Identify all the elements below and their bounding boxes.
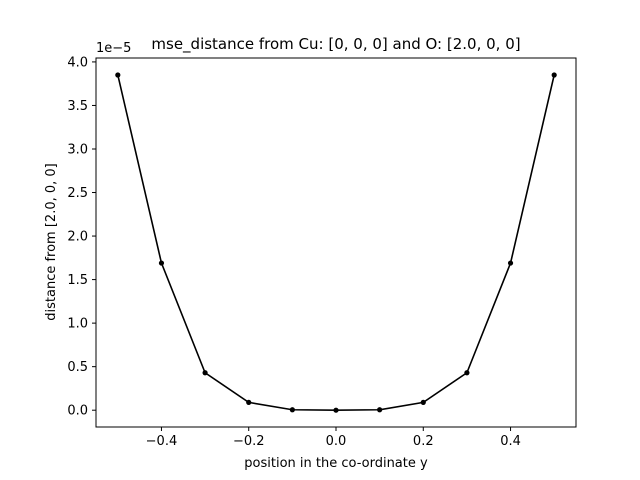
data-point (420, 399, 426, 405)
y-tick-label: 2.0 (67, 230, 88, 245)
data-point (246, 399, 252, 405)
y-tick-label: 4.0 (67, 55, 88, 70)
x-tick-label: 0.4 (500, 434, 521, 449)
y-offset-text: 1e−5 (96, 41, 131, 56)
data-point (202, 370, 208, 376)
x-axis-label: position in the co-ordinate y (244, 456, 428, 471)
data-point (333, 407, 339, 413)
x-tick-label: 0.0 (326, 434, 347, 449)
y-axis-label: distance from [2.0, 0, 0] (44, 163, 59, 321)
data-point (464, 370, 470, 376)
chart-title: mse_distance from Cu: [0, 0, 0] and O: [… (151, 35, 520, 54)
data-point (158, 260, 165, 266)
plot-frame (95, 57, 577, 428)
data-point (115, 72, 121, 78)
x-tick-label: −0.4 (146, 434, 178, 449)
data-point (377, 407, 383, 413)
y-tick-label: 1.5 (67, 273, 88, 288)
y-tick-label: 0.0 (67, 404, 88, 419)
tick-layer: −0.4 −0.2 0.0 0.2 0.4 0.0 0.5 1.0 1.5 2.0 2.5 3.0 3.… (67, 55, 521, 449)
y-tick-label: 1.0 (67, 317, 88, 332)
y-tick-label: 2.5 (67, 186, 88, 201)
x-tick-label: −0.2 (233, 434, 265, 449)
y-tick-label: 3.0 (67, 142, 88, 157)
y-tick-label: 3.5 (67, 99, 88, 114)
x-tick-label: 0.2 (413, 434, 434, 449)
plot-layer (115, 72, 557, 413)
data-point (507, 260, 514, 266)
data-point (289, 407, 295, 413)
data-point (551, 72, 557, 78)
y-tick-label: 0.5 (67, 360, 88, 375)
